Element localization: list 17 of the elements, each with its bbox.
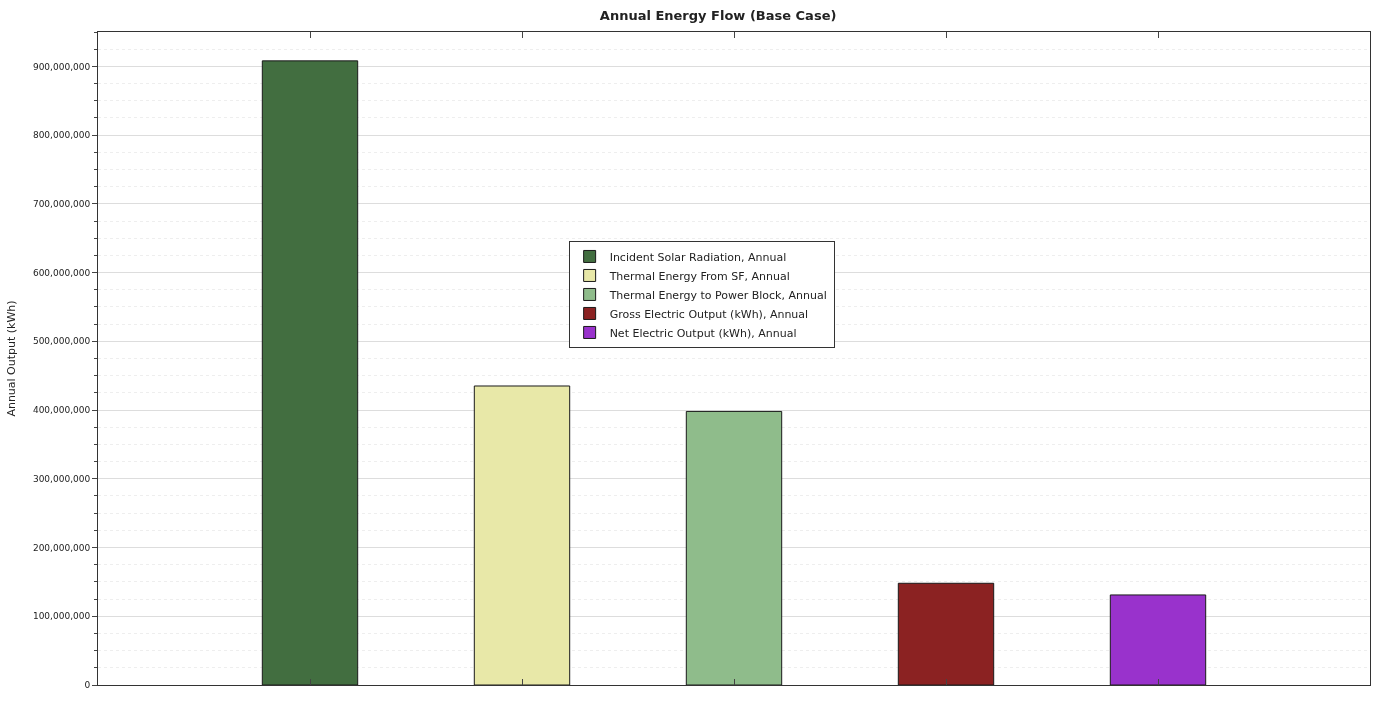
legend-label: Net Electric Output (kWh), Annual (609, 326, 797, 340)
legend-label: Incident Solar Radiation, Annual (609, 250, 787, 264)
legend-label: Gross Electric Output (kWh), Annual (609, 307, 809, 321)
y-tick-label: 0 (84, 680, 91, 691)
y-tick-label: 100,000,000 (32, 611, 91, 622)
legend-label: Thermal Energy From SF, Annual (608, 269, 790, 283)
chart-title: Annual Energy Flow (Base Case) (599, 7, 837, 23)
y-tick-label: 300,000,000 (32, 473, 91, 484)
y-tick-label: 200,000,000 (32, 542, 91, 553)
y-tick-label: 700,000,000 (32, 198, 91, 209)
legend-label: Thermal Energy to Power Block, Annual (608, 288, 827, 302)
y-tick-label: 500,000,000 (32, 336, 91, 347)
y-tick-label: 400,000,000 (32, 405, 91, 416)
y-tick-label: 600,000,000 (32, 267, 91, 278)
y-axis-title: Annual Output (kWh) (4, 300, 18, 417)
y-tick-label: 800,000,000 (32, 130, 91, 141)
y-tick-label: 900,000,000 (32, 61, 91, 72)
